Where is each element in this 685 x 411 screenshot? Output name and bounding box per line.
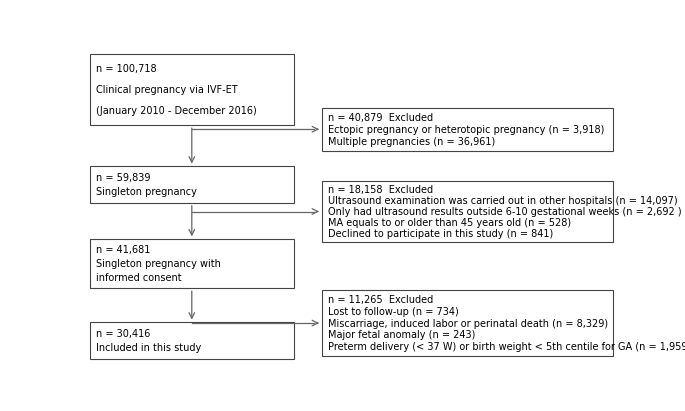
Text: Clinical pregnancy via IVF-ET: Clinical pregnancy via IVF-ET (96, 85, 238, 95)
FancyBboxPatch shape (322, 290, 613, 356)
Text: Included in this study: Included in this study (96, 343, 201, 353)
FancyBboxPatch shape (90, 323, 295, 359)
Text: Preterm delivery (< 37 W) or birth weight < 5th centile for GA (n = 1,959): Preterm delivery (< 37 W) or birth weigh… (328, 342, 685, 352)
Text: Singleton pregnancy: Singleton pregnancy (96, 187, 197, 197)
Text: Only had ultrasound results outside 6-10 gestational weeks (n = 2,692 ): Only had ultrasound results outside 6-10… (328, 207, 682, 217)
Text: Major fetal anomaly (n = 243): Major fetal anomaly (n = 243) (328, 330, 475, 340)
FancyBboxPatch shape (90, 239, 295, 288)
Text: n = 41,681: n = 41,681 (96, 245, 151, 255)
Text: n = 11,265  Excluded: n = 11,265 Excluded (328, 295, 434, 305)
Text: MA equals to or older than 45 years old (n = 528): MA equals to or older than 45 years old … (328, 218, 571, 228)
Text: n = 100,718: n = 100,718 (96, 64, 157, 74)
FancyBboxPatch shape (322, 181, 613, 242)
FancyBboxPatch shape (90, 166, 295, 203)
Text: Lost to follow-up (n = 734): Lost to follow-up (n = 734) (328, 307, 459, 317)
Text: Singleton pregnancy with: Singleton pregnancy with (96, 259, 221, 269)
Text: Declined to participate in this study (n = 841): Declined to participate in this study (n… (328, 229, 553, 239)
Text: n = 18,158  Excluded: n = 18,158 Excluded (328, 185, 434, 195)
Text: informed consent: informed consent (96, 273, 182, 283)
Text: Ultrasound examination was carried out in other hospitals (n = 14,097): Ultrasound examination was carried out i… (328, 196, 678, 206)
Text: Multiple pregnancies (n = 36,961): Multiple pregnancies (n = 36,961) (328, 136, 495, 146)
Text: n = 30,416: n = 30,416 (96, 329, 151, 339)
Text: (January 2010 - December 2016): (January 2010 - December 2016) (96, 106, 257, 116)
Text: n = 59,839: n = 59,839 (96, 173, 151, 183)
FancyBboxPatch shape (90, 54, 295, 125)
FancyBboxPatch shape (322, 108, 613, 150)
Text: Miscarriage, induced labor or perinatal death (n = 8,329): Miscarriage, induced labor or perinatal … (328, 319, 608, 328)
Text: n = 40,879  Excluded: n = 40,879 Excluded (328, 113, 434, 123)
Text: Ectopic pregnancy or heterotopic pregnancy (n = 3,918): Ectopic pregnancy or heterotopic pregnan… (328, 125, 605, 135)
